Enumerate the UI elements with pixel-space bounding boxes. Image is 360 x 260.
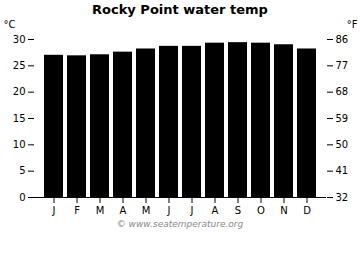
svg-text:M: M [96,205,105,216]
svg-text:J: J [190,205,194,216]
html-text:Rocky Point water temp: Rocky Point water temp [92,2,268,17]
svg-text:30: 30 [13,34,26,45]
svg-text:D: D [303,205,311,216]
svg-text:°F: °F [347,19,358,30]
svg-text:0: 0 [19,192,25,203]
svg-text:J: J [167,205,171,216]
svg-text:59: 59 [336,113,349,124]
svg-text:M: M [142,205,151,216]
svg-text:50: 50 [336,139,349,150]
svg-text:A: A [212,205,219,216]
svg-text:41: 41 [336,165,349,176]
svg-text:S: S [235,205,241,216]
svg-text:32: 32 [336,192,349,203]
svg-text:F: F [74,205,80,216]
svg-text:25: 25 [13,60,26,71]
svg-text:68: 68 [336,86,349,97]
svg-text:A: A [120,205,127,216]
svg-text:J: J [52,205,56,216]
svg-text:20: 20 [13,86,26,97]
svg-text:O: O [257,205,265,216]
svg-text:5: 5 [19,165,25,176]
svg-text:N: N [280,205,287,216]
html-text:© www.seatemperature.org: © www.seatemperature.org [116,219,244,229]
svg-text:°C: °C [4,19,16,30]
svg-text:77: 77 [336,60,349,71]
svg-text:86: 86 [336,34,349,45]
svg-text:10: 10 [13,139,26,150]
svg-text:15: 15 [13,113,26,124]
